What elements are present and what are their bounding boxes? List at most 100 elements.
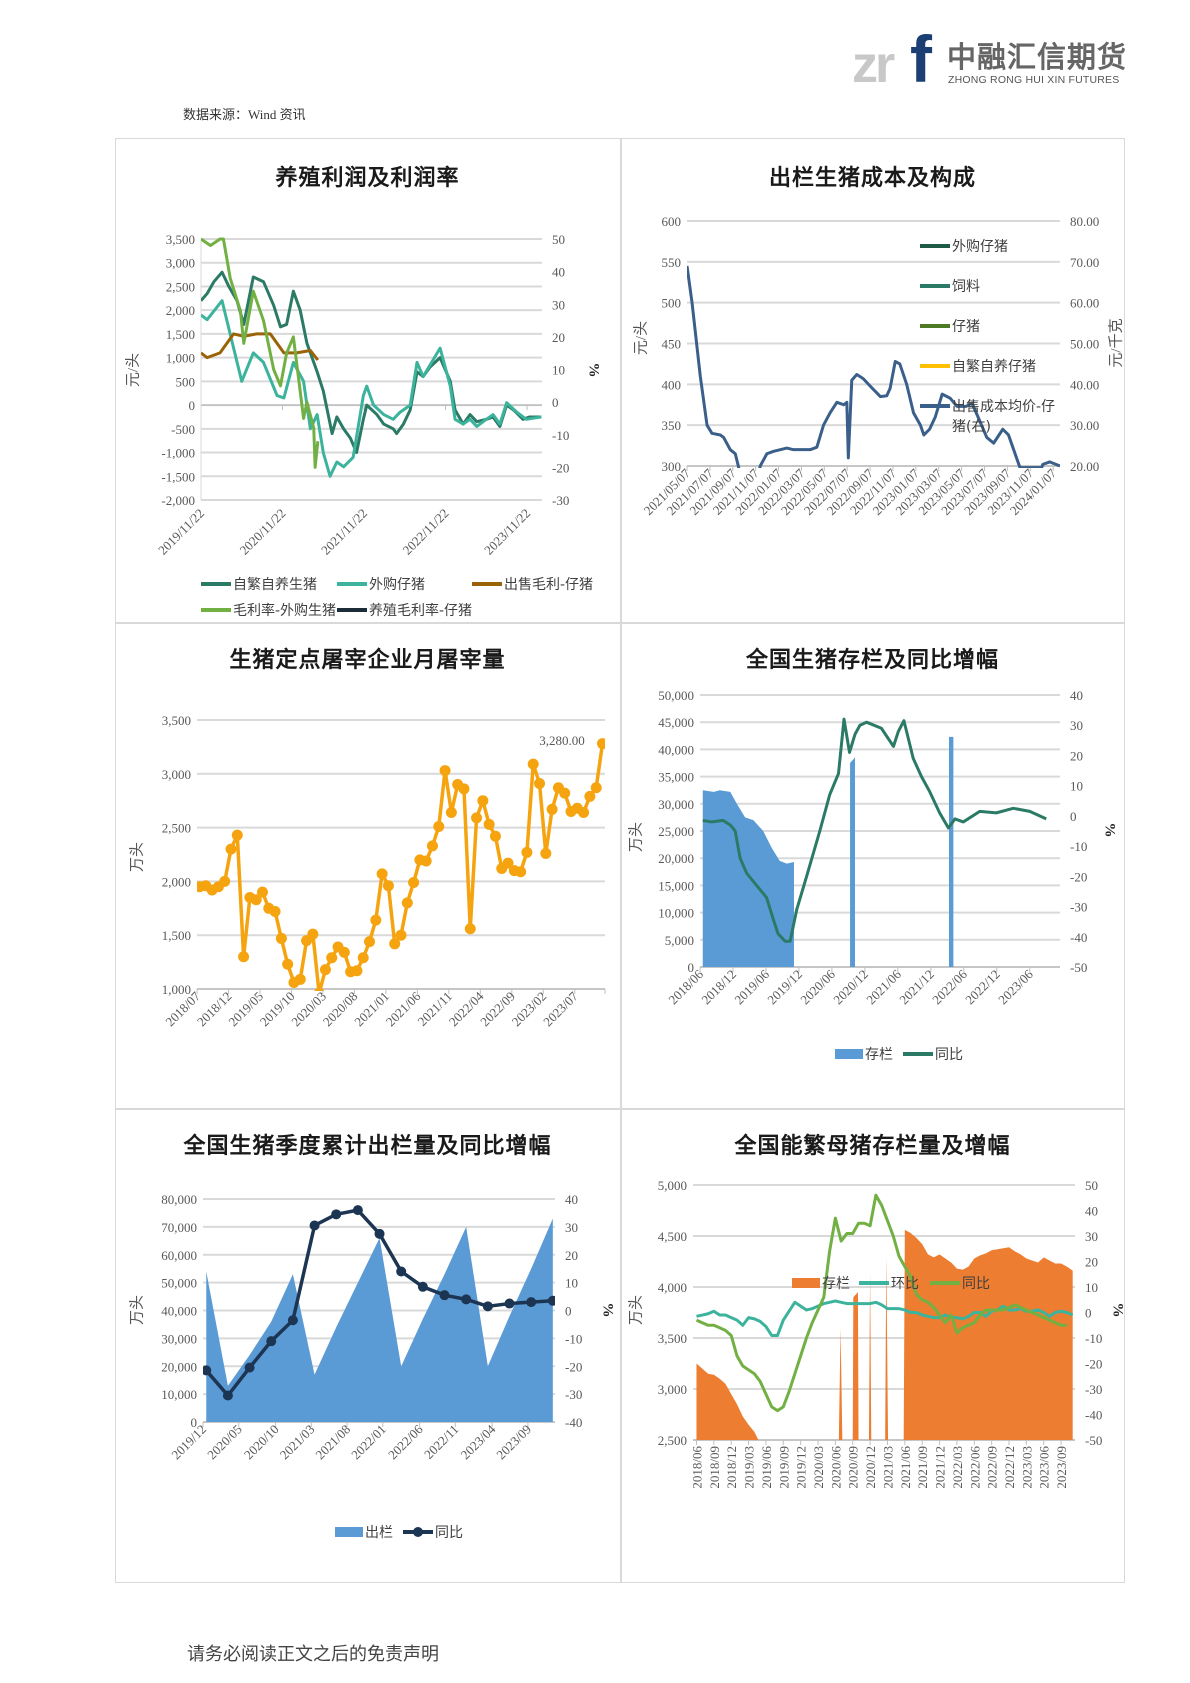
data-point <box>502 857 514 869</box>
x-tick-label: 2023/06 <box>1037 1446 1052 1489</box>
y-tick-label: 0 <box>189 398 196 413</box>
y2-tick-label: -10 <box>1070 839 1087 854</box>
legend-label: 环比 <box>891 1276 919 1292</box>
y2-tick-label: 30 <box>1085 1229 1098 1244</box>
y-tick-label: -500 <box>171 422 195 437</box>
disclaimer-text: 请务必阅读正文之后的免责声明 <box>187 1644 439 1664</box>
y-tick-label: 3,000 <box>166 256 195 271</box>
data-source: 数据来源：Wind 资讯 <box>183 107 306 122</box>
data-point <box>527 758 539 770</box>
data-point <box>489 830 501 842</box>
x-tick-label: 2023/06 <box>995 966 1036 1007</box>
data-point <box>352 1205 363 1216</box>
x-tick-label: 2019/03 <box>742 1446 757 1489</box>
y-tick-label: 15,000 <box>658 878 694 893</box>
legend-item: 毛利率-外购生猪 <box>201 600 336 620</box>
y2-tick-label: -20 <box>565 1359 582 1374</box>
data-point <box>590 782 602 794</box>
data-point <box>376 868 388 880</box>
data-point <box>203 1365 212 1376</box>
logo-company-name: 中融汇信期货 <box>947 40 1128 74</box>
company-logo: zr f 中融汇信期货 ZHONG RONG HUI XIN FUTURES <box>852 26 1132 92</box>
data-point <box>534 777 546 789</box>
plot-area <box>203 1205 555 1422</box>
y2-tick-label: -20 <box>1070 869 1087 884</box>
legend-label: 仔猪 <box>952 319 980 335</box>
legend-item: 存栏 <box>792 1273 850 1293</box>
y-tick-label: 50,000 <box>161 1276 197 1291</box>
x-tick-label: 2021/03 <box>277 1422 318 1463</box>
y2-tick-label: 30.00 <box>1070 418 1099 433</box>
legend-label: 出售毛利-仔猪 <box>504 577 594 593</box>
series-line <box>702 717 1047 943</box>
data-point <box>426 840 438 852</box>
legend-line-icon <box>920 404 950 408</box>
divider <box>620 138 622 1583</box>
data-label: 3,280.00 <box>539 733 585 748</box>
x-tick-label: 2020/03 <box>811 1446 826 1489</box>
y2-tick-label: -40 <box>1085 1408 1102 1423</box>
x-tick-label: 2022/09 <box>985 1446 1000 1489</box>
x-tick-label: 2018/06 <box>665 966 706 1007</box>
plot-area <box>197 738 605 991</box>
data-point <box>464 923 476 935</box>
data-point <box>225 843 237 855</box>
x-tick-label: 2020/12 <box>863 1446 878 1489</box>
legend-item: 出栏 <box>335 1522 393 1542</box>
legend-label: 存栏 <box>822 1276 850 1292</box>
y2-tick-label: 0 <box>552 395 559 410</box>
data-point <box>269 906 281 918</box>
y2-tick-label: 40.00 <box>1070 377 1099 392</box>
y2-tick-label: 40 <box>1085 1204 1098 1219</box>
x-tick-label: 2019/12 <box>168 1422 209 1463</box>
x-tick-label: 2022/06 <box>929 966 970 1007</box>
legend-label: 出栏 <box>365 1525 393 1541</box>
y-tick-label: 2,000 <box>162 874 191 889</box>
data-point <box>244 1362 255 1373</box>
data-point <box>338 946 350 958</box>
x-tick-label: 2019/11/22 <box>155 506 207 558</box>
x-tick-label: 2021/12 <box>896 967 937 1008</box>
data-point <box>547 1295 555 1306</box>
y2-tick-label: 20 <box>1070 748 1083 763</box>
data-point <box>433 821 445 833</box>
y2-tick-label: 20 <box>565 1248 578 1263</box>
data-point <box>395 929 407 941</box>
legend-item: 存栏 <box>835 1044 893 1064</box>
y2-tick-label: 60.00 <box>1070 296 1099 311</box>
x-tick-label: 2021/09 <box>915 1446 930 1489</box>
data-point <box>222 1390 233 1401</box>
x-tick-label: 2023/07 <box>540 988 581 1029</box>
x-tick-label: 2020/11/22 <box>236 506 288 558</box>
y2-tick-label: -10 <box>552 428 569 443</box>
y2-tick-label: -30 <box>1085 1382 1102 1397</box>
y-tick-label: 35,000 <box>658 770 694 785</box>
series-line <box>201 237 320 469</box>
data-point <box>250 894 262 906</box>
divider <box>115 622 1125 624</box>
series-area <box>850 757 855 967</box>
data-point <box>420 855 432 867</box>
data-point <box>526 1297 537 1308</box>
x-tick-label: 2021/06 <box>863 966 904 1007</box>
x-tick-label: 2022/11 <box>421 1422 461 1462</box>
x-tick-label: 2018/09 <box>707 1446 722 1489</box>
data-point <box>231 829 243 841</box>
legend-label: 自繁自养仔猪 <box>952 359 1036 375</box>
legend-swatch <box>335 1527 363 1537</box>
y-tick-label: -2,000 <box>161 493 195 508</box>
data-point <box>370 914 382 926</box>
legend-item: 外购仔猪 <box>337 574 425 594</box>
legend-line-icon <box>920 284 950 288</box>
data-point <box>515 866 527 878</box>
legend-line-icon <box>920 364 950 368</box>
y2-axis-label: % <box>1101 822 1118 838</box>
x-tick-label: 2020/12 <box>830 967 871 1008</box>
chart-canvas: 80,000 70,000 60,000 50,000 40,000 30,000 20,0… <box>161 1192 582 1463</box>
x-tick-label: 2023/04 <box>458 1421 499 1462</box>
x-tick-label: 2023/09 <box>1054 1446 1069 1489</box>
chart-title: 养殖利润及利润率 <box>275 165 460 190</box>
series-area <box>702 790 794 967</box>
y2-tick-label: 20 <box>1085 1255 1098 1270</box>
x-tick-label: 2021/06 <box>383 988 424 1029</box>
